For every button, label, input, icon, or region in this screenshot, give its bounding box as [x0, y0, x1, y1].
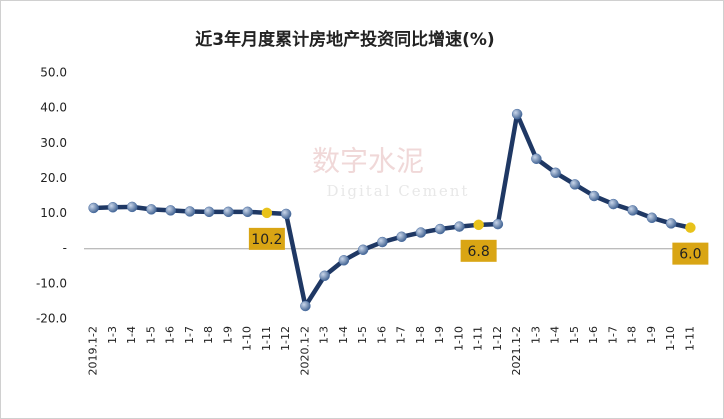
- point: [531, 153, 542, 164]
- point: [569, 179, 581, 190]
- x-tick-label: 2021.1-2: [510, 326, 523, 375]
- y-tick-label: -: [63, 241, 67, 255]
- point: [338, 255, 350, 266]
- x-tick-label: 1-5: [144, 326, 157, 344]
- y-tick-label: 40.0: [40, 101, 67, 115]
- x-tick-label: 1-5: [568, 326, 581, 344]
- x-tick-label: 2019.1-2: [87, 326, 100, 375]
- point: [627, 205, 638, 216]
- x-tick-label: 1-6: [164, 326, 177, 344]
- x-tick-label: 1-9: [433, 326, 446, 344]
- point: [300, 300, 311, 312]
- y-tick-label: 30.0: [40, 136, 67, 150]
- point: [261, 207, 273, 219]
- point: [665, 218, 677, 229]
- watermark: 数字水泥: [312, 145, 424, 178]
- x-tick-label: 1-8: [626, 326, 639, 344]
- x-tick-label: 1-5: [356, 326, 369, 344]
- x-tick-label: 1-4: [337, 326, 350, 344]
- point: [685, 222, 696, 233]
- label-box: [248, 227, 285, 250]
- x-tick-label: 1-10: [452, 326, 465, 351]
- point: [242, 206, 253, 218]
- x-tick-label: 1-10: [241, 326, 254, 351]
- x-tick-label: 1-3: [318, 326, 331, 344]
- point: [223, 206, 234, 218]
- point: [511, 108, 523, 120]
- x-tick-label: 1-10: [664, 326, 677, 351]
- y-tick-label: 10.0: [40, 206, 67, 220]
- point: [415, 227, 427, 238]
- point: [126, 201, 138, 213]
- x-tick-label: 1-7: [395, 326, 408, 344]
- x-tick-label: 1-11: [472, 326, 485, 351]
- data-label: 6.0: [679, 247, 701, 263]
- x-tick-label: 2020.1-2: [298, 326, 311, 375]
- point: [434, 223, 446, 235]
- x-tick-label: 1-11: [683, 326, 696, 351]
- x-tick-label: 1-7: [606, 326, 619, 344]
- chart-title: 近3年月度累计房地产投资同比增速(%): [195, 29, 494, 50]
- watermark-sub: Digital Cement: [327, 182, 470, 200]
- x-tick-label: 1-12: [279, 326, 292, 351]
- y-tick-label: -10.0: [36, 276, 67, 290]
- point: [550, 167, 561, 179]
- point: [396, 231, 407, 243]
- point: [165, 205, 176, 216]
- x-tick-label: 1-9: [645, 326, 658, 344]
- y-tick-label: -20.0: [36, 312, 67, 326]
- x-tick-label: 1-12: [491, 326, 504, 351]
- point: [646, 212, 658, 224]
- point: [357, 244, 369, 256]
- x-tick-label: 1-4: [549, 326, 562, 344]
- point: [492, 218, 504, 230]
- y-tick-label: 20.0: [40, 171, 67, 185]
- point: [377, 236, 388, 248]
- x-tick-label: 1-8: [414, 326, 427, 344]
- x-tick-label: 1-3: [529, 326, 542, 344]
- x-tick-label: 1-11: [260, 326, 273, 351]
- point: [608, 198, 619, 210]
- point: [107, 201, 119, 213]
- y-tick-label: 50.0: [40, 66, 67, 80]
- point: [473, 219, 484, 231]
- label-box: [460, 239, 497, 262]
- point: [588, 190, 600, 202]
- x-tick-label: 1-6: [375, 326, 388, 344]
- point: [319, 270, 330, 282]
- point: [454, 221, 465, 232]
- data-label: 6.8: [467, 244, 489, 260]
- x-tick-label: 1-9: [221, 326, 234, 344]
- point: [146, 204, 157, 215]
- x-tick-label: 1-3: [106, 326, 119, 344]
- point: [184, 206, 196, 217]
- x-tick-label: 1-8: [202, 326, 215, 344]
- point: [203, 206, 215, 218]
- label-box: [672, 242, 709, 265]
- data-label: 10.2: [251, 232, 282, 248]
- point: [88, 202, 99, 214]
- x-tick-label: 1-7: [183, 326, 196, 344]
- x-tick-label: 1-4: [125, 326, 138, 344]
- point: [280, 208, 292, 220]
- x-tick-label: 1-6: [587, 326, 600, 344]
